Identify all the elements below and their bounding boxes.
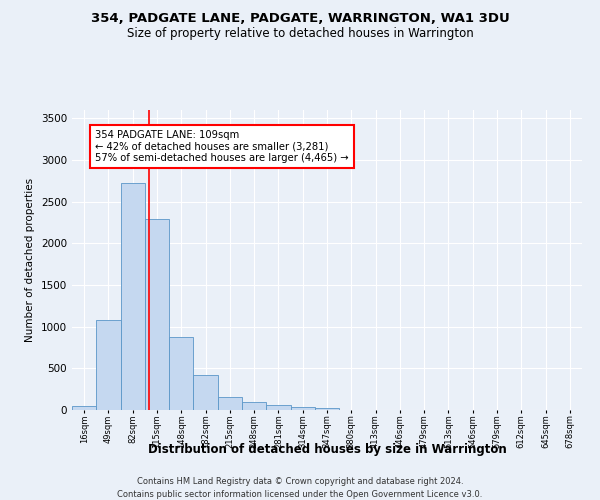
Bar bbox=[290, 406, 315, 410]
Text: Contains HM Land Registry data © Crown copyright and database right 2024.: Contains HM Land Registry data © Crown c… bbox=[137, 478, 463, 486]
Bar bbox=[242, 402, 266, 410]
Bar bbox=[193, 375, 218, 410]
Bar bbox=[72, 406, 96, 410]
Bar bbox=[121, 182, 145, 410]
Bar bbox=[169, 336, 193, 410]
Bar bbox=[145, 219, 169, 410]
Text: Distribution of detached houses by size in Warrington: Distribution of detached houses by size … bbox=[148, 442, 506, 456]
Text: Size of property relative to detached houses in Warrington: Size of property relative to detached ho… bbox=[127, 28, 473, 40]
Bar bbox=[218, 396, 242, 410]
Text: 354 PADGATE LANE: 109sqm
← 42% of detached houses are smaller (3,281)
57% of sem: 354 PADGATE LANE: 109sqm ← 42% of detach… bbox=[95, 130, 349, 163]
Bar bbox=[315, 408, 339, 410]
Text: Contains public sector information licensed under the Open Government Licence v3: Contains public sector information licen… bbox=[118, 490, 482, 499]
Bar bbox=[96, 320, 121, 410]
Y-axis label: Number of detached properties: Number of detached properties bbox=[25, 178, 35, 342]
Text: 354, PADGATE LANE, PADGATE, WARRINGTON, WA1 3DU: 354, PADGATE LANE, PADGATE, WARRINGTON, … bbox=[91, 12, 509, 26]
Bar bbox=[266, 405, 290, 410]
